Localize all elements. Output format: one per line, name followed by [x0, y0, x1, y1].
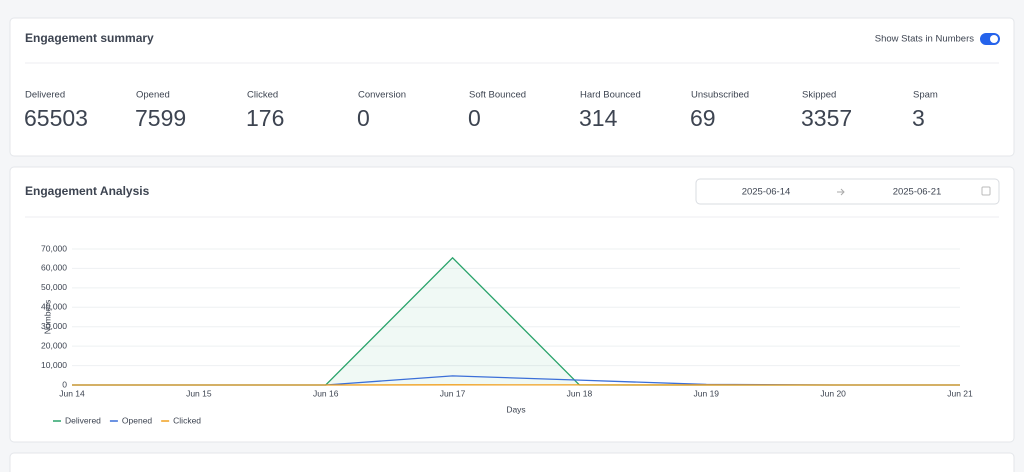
stat-label: Conversion	[358, 90, 406, 101]
next-card	[9, 452, 1015, 472]
y-tick-label: 60,000	[41, 263, 67, 273]
stat-value: 69	[690, 105, 716, 131]
arrow-icon	[837, 188, 845, 196]
stat-label: Clicked	[247, 90, 278, 101]
stat-label: Soft Bounced	[469, 90, 526, 101]
date-range[interactable]: 2025-06-14 2025-06-21	[695, 178, 1000, 205]
stat-label: Hard Bounced	[580, 90, 641, 101]
stat-label: Opened	[136, 90, 170, 101]
y-tick-label: 50,000	[41, 282, 67, 292]
summary-card	[9, 17, 1015, 157]
summary-title: Engagement summary	[25, 31, 154, 45]
stat-label: Unsubscribed	[691, 90, 749, 101]
stat-label: Delivered	[25, 90, 65, 101]
stat-value: 0	[468, 105, 481, 131]
y-tick-label: 30,000	[41, 321, 67, 331]
stat-value: 0	[357, 105, 370, 131]
calendar-icon	[981, 186, 991, 196]
toggle-label: Show Stats in Numbers	[875, 34, 975, 45]
date-from[interactable]: 2025-06-14	[742, 187, 791, 198]
date-to[interactable]: 2025-06-21	[893, 187, 942, 198]
y-axis-label: Numbers	[42, 300, 52, 334]
x-tick-label: Jun 15	[186, 388, 212, 398]
x-tick-label: Jun 18	[567, 388, 593, 398]
stat-value: 7599	[135, 105, 186, 131]
stat-value: 65503	[24, 105, 88, 131]
stat-value: 314	[579, 105, 618, 131]
date-box[interactable]	[695, 178, 1000, 205]
stat-value: 176	[246, 105, 284, 131]
y-tick-label: 10,000	[41, 360, 67, 370]
stat-value: 3	[912, 105, 925, 131]
x-tick-label: Jun 17	[440, 388, 466, 398]
x-tick-label: Jun 20	[820, 388, 846, 398]
y-tick-label: 40,000	[41, 302, 67, 312]
y-tick-label: 70,000	[41, 243, 67, 253]
x-tick-label: Jun 21	[947, 388, 973, 398]
x-tick-label: Jun 16	[313, 388, 339, 398]
y-tick-label: 20,000	[41, 340, 67, 350]
analysis-card	[9, 166, 1015, 443]
legend-label: Clicked	[173, 415, 201, 425]
legend-label: Opened	[122, 415, 153, 425]
analysis-title: Engagement Analysis	[25, 184, 150, 198]
x-axis-label: Days	[506, 404, 525, 414]
toggle[interactable]	[980, 33, 1000, 45]
toggle-knob[interactable]	[990, 35, 998, 43]
y-tick-label: 0	[62, 379, 67, 389]
chart: 0 10,000 20,000 30,000 40,000 50,000 60,000 70,…	[41, 243, 973, 425]
stat-value: 3357	[801, 105, 852, 131]
stats: Delivered 65503 Opened 7599 Clicked 176 Conver…	[24, 90, 938, 132]
stat-label: Skipped	[802, 90, 836, 101]
x-tick-label: Jun 14	[59, 388, 85, 398]
stat-label: Spam	[913, 90, 938, 101]
x-tick-label: Jun 19	[694, 388, 720, 398]
legend-label: Delivered	[65, 415, 101, 425]
